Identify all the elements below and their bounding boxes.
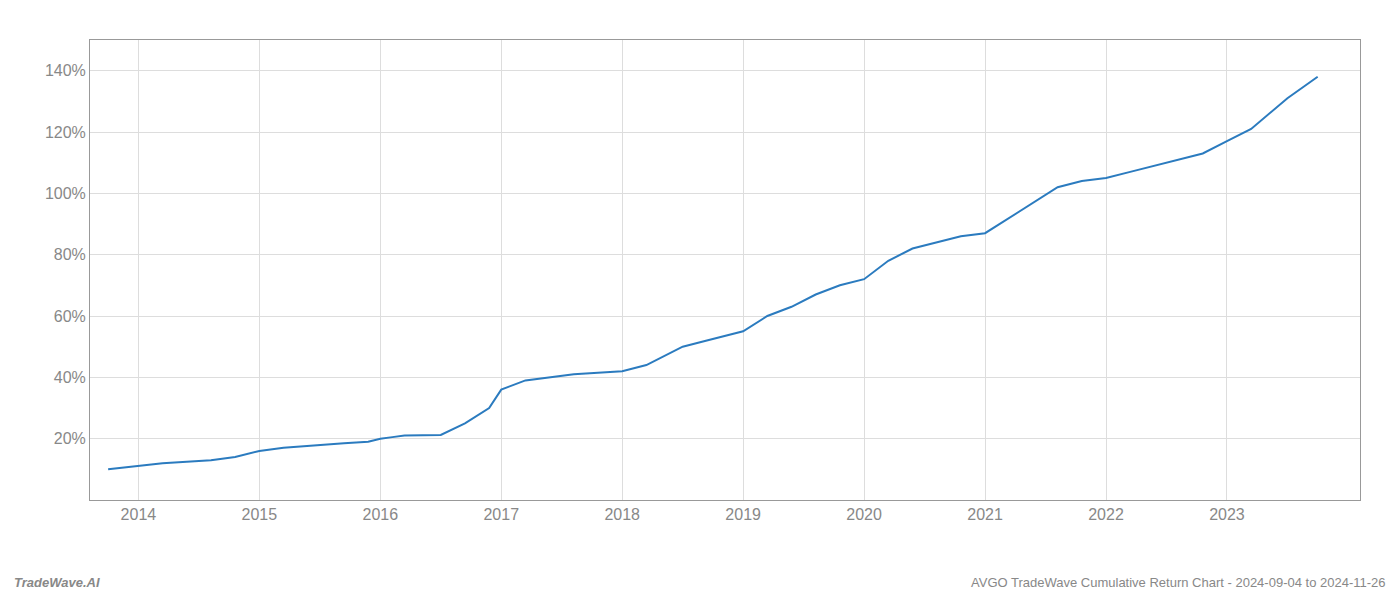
svg-text:2014: 2014 [121, 506, 157, 523]
svg-text:20%: 20% [54, 430, 86, 447]
svg-text:AVGO TradeWave Cumulative Retu: AVGO TradeWave Cumulative Return Chart -… [971, 575, 1386, 590]
svg-text:2022: 2022 [1088, 506, 1124, 523]
svg-text:100%: 100% [45, 185, 86, 202]
svg-text:140%: 140% [45, 62, 86, 79]
svg-text:2018: 2018 [604, 506, 640, 523]
svg-text:80%: 80% [54, 246, 86, 263]
svg-text:2021: 2021 [967, 506, 1003, 523]
svg-text:2019: 2019 [725, 506, 761, 523]
svg-text:60%: 60% [54, 308, 86, 325]
svg-text:2017: 2017 [483, 506, 519, 523]
svg-text:40%: 40% [54, 369, 86, 386]
svg-text:2015: 2015 [242, 506, 278, 523]
svg-text:2023: 2023 [1209, 506, 1245, 523]
svg-text:TradeWave.AI: TradeWave.AI [14, 575, 100, 590]
svg-text:120%: 120% [45, 124, 86, 141]
svg-text:2020: 2020 [846, 506, 882, 523]
svg-text:2016: 2016 [362, 506, 398, 523]
